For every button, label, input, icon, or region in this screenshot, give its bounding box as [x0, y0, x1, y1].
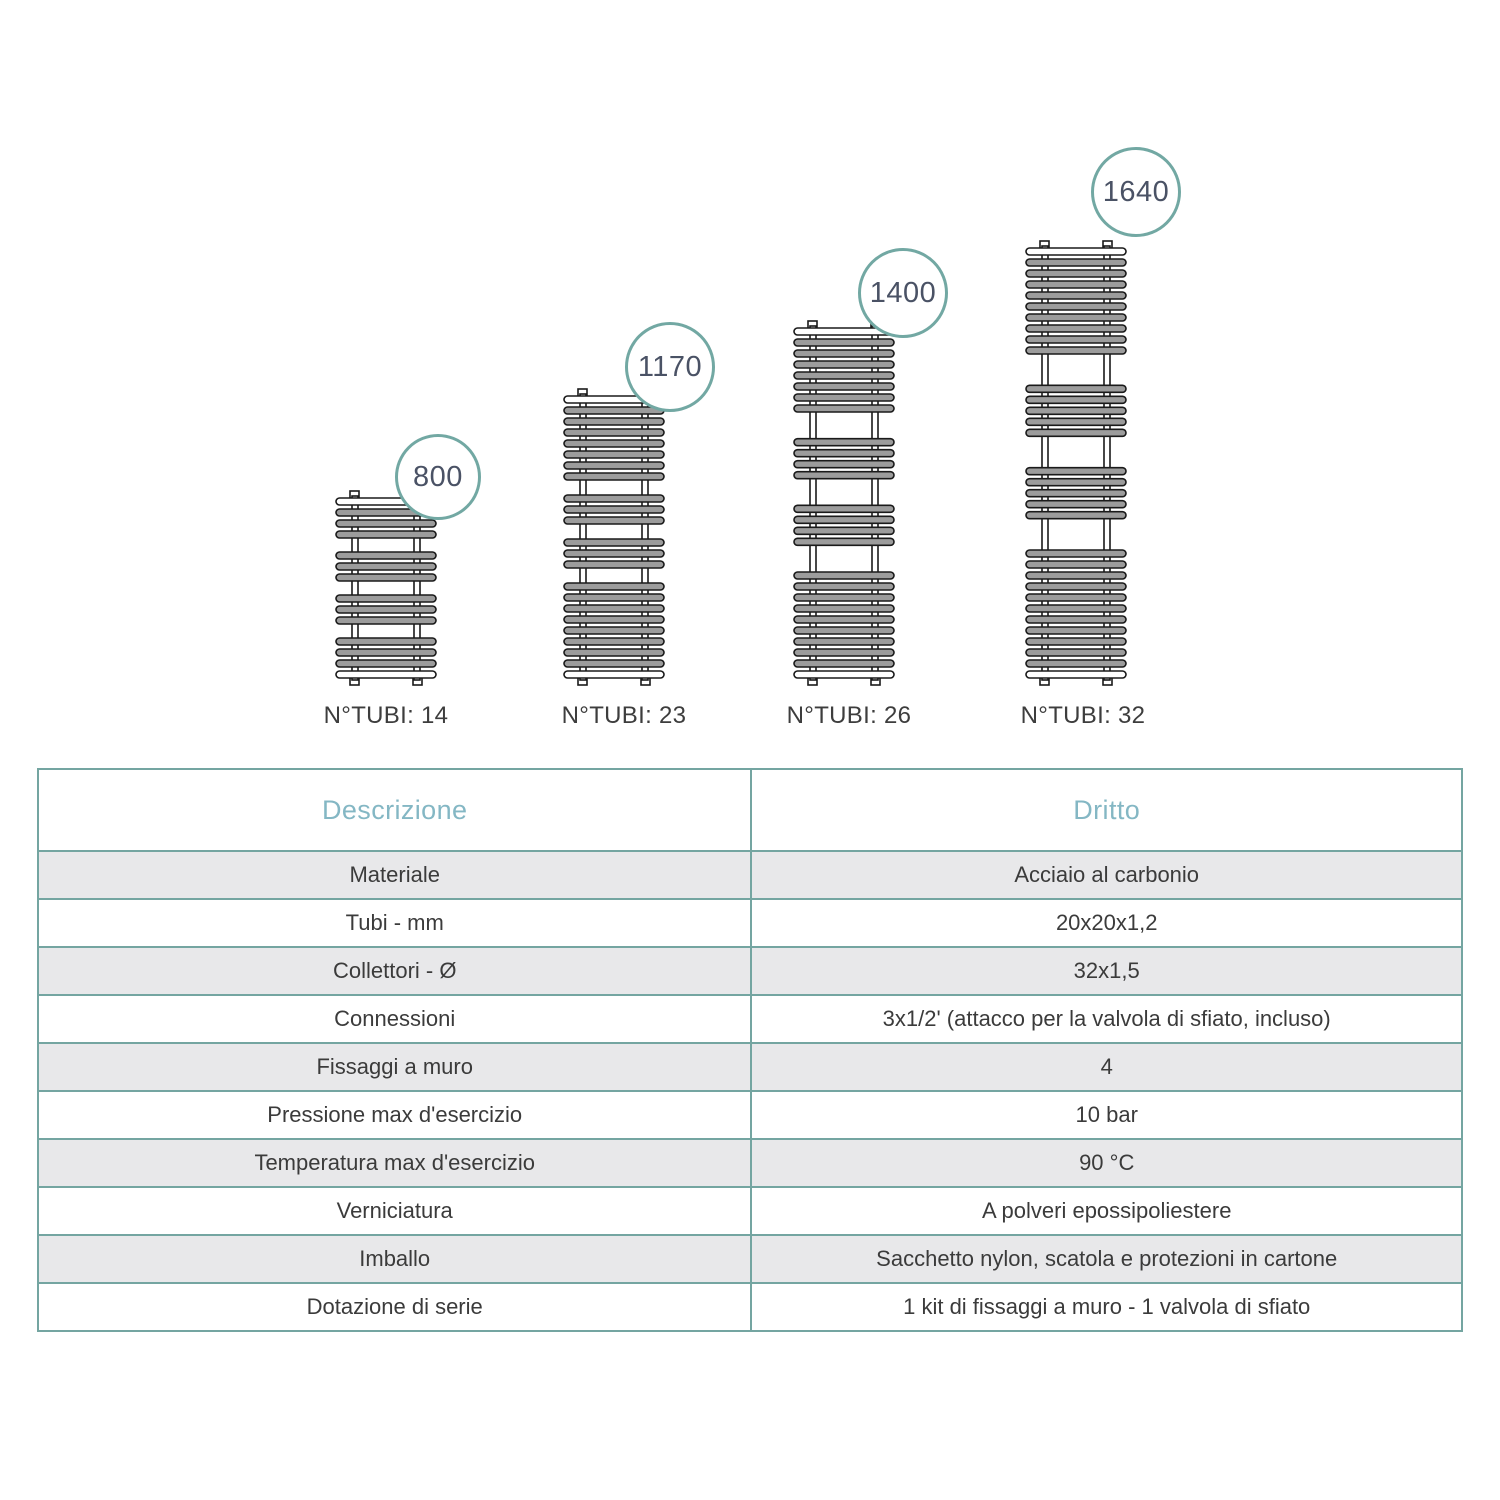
table-header-row: Descrizione Dritto: [36, 768, 1463, 852]
spec-value-cell: 1 kit di fissaggi a muro - 1 valvola di …: [750, 1282, 1463, 1332]
spec-name-cell: Pressione max d'esercizio: [36, 1090, 753, 1140]
height-badge-800: 800: [395, 434, 481, 520]
table-row: Dotazione di serie 1 kit di fissaggi a m…: [36, 1282, 1463, 1332]
height-badge-1640: 1640: [1091, 147, 1181, 237]
radiator-svg: [1025, 240, 1127, 686]
radiator-svg: [793, 320, 895, 686]
table-row: Imballo Sacchetto nylon, scatola e prote…: [36, 1234, 1463, 1284]
tube-count-label-1400: N°TUBI: 26: [786, 702, 912, 729]
tube-count-label-800: N°TUBI: 14: [323, 702, 449, 729]
table-row: Temperatura max d'esercizio 90 °C: [36, 1138, 1463, 1188]
spec-value-cell: 4: [750, 1042, 1463, 1092]
table-row: Connessioni 3x1/2' (attacco per la valvo…: [36, 994, 1463, 1044]
radiator-drawing-800: [332, 490, 440, 686]
col-header-dritto: Dritto: [750, 768, 1463, 852]
height-badge-1400-value: 1400: [869, 276, 937, 309]
height-badge-1170: 1170: [625, 322, 715, 412]
spec-value-cell: 32x1,5: [750, 946, 1463, 996]
spec-name-cell: Temperatura max d'esercizio: [36, 1138, 753, 1188]
table-row: Pressione max d'esercizio 10 bar: [36, 1090, 1463, 1140]
table-row: Fissaggi a muro 4: [36, 1042, 1463, 1092]
spec-value-cell: 90 °C: [750, 1138, 1463, 1188]
table-row: Verniciatura A polveri epossipoliestere: [36, 1186, 1463, 1236]
specifications-table: Descrizione Dritto Materiale Acciaio al …: [36, 768, 1463, 1332]
spec-name-cell: Imballo: [36, 1234, 753, 1284]
spec-name-cell: Dotazione di serie: [36, 1282, 753, 1332]
radiator-drawing-1170: [560, 388, 668, 686]
spec-name-cell: Verniciatura: [36, 1186, 753, 1236]
radiator-drawing-1400: [790, 320, 898, 686]
height-badge-1170-value: 1170: [637, 350, 703, 383]
spec-value-cell: 3x1/2' (attacco per la valvola di sfiato…: [750, 994, 1463, 1044]
spec-value-cell: Sacchetto nylon, scatola e protezioni in…: [750, 1234, 1463, 1284]
table-row: Materiale Acciaio al carbonio: [36, 850, 1463, 900]
table-row: Tubi - mm 20x20x1,2: [36, 898, 1463, 948]
height-badge-800-value: 800: [413, 460, 463, 493]
spec-value-cell: 20x20x1,2: [750, 898, 1463, 948]
table-row: Collettori - Ø 32x1,5: [36, 946, 1463, 996]
radiator-drawing-1640: [1022, 240, 1130, 686]
height-badge-1640-value: 1640: [1102, 175, 1170, 208]
spec-value-cell: A polveri epossipoliestere: [750, 1186, 1463, 1236]
spec-value-cell: 10 bar: [750, 1090, 1463, 1140]
tube-count-label-1640: N°TUBI: 32: [1020, 702, 1146, 729]
radiator-svg: [563, 388, 665, 686]
tube-count-label-1170: N°TUBI: 23: [561, 702, 687, 729]
col-header-descrizione: Descrizione: [36, 768, 753, 852]
spec-name-cell: Materiale: [36, 850, 753, 900]
radiator-svg: [335, 490, 437, 686]
spec-name-cell: Tubi - mm: [36, 898, 753, 948]
spec-name-cell: Collettori - Ø: [36, 946, 753, 996]
height-badge-1400: 1400: [858, 248, 948, 338]
spec-name-cell: Fissaggi a muro: [36, 1042, 753, 1092]
spec-name-cell: Connessioni: [36, 994, 753, 1044]
spec-value-cell: Acciaio al carbonio: [750, 850, 1463, 900]
